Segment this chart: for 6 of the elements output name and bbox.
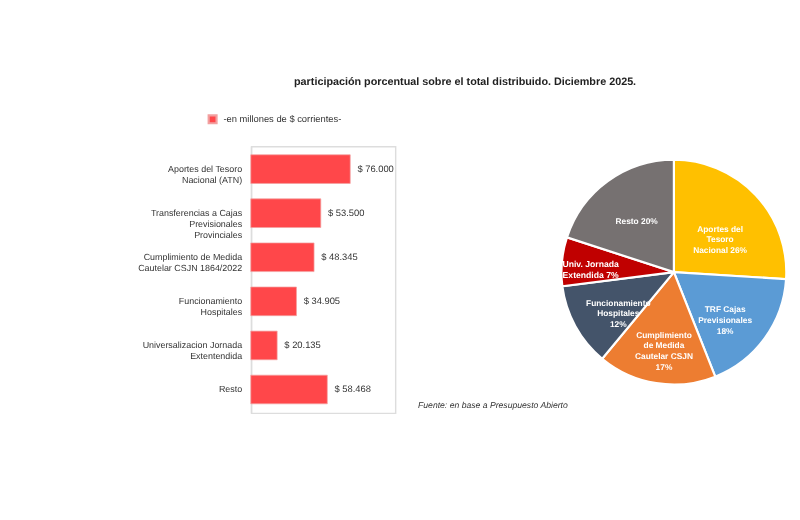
bar: [250, 242, 315, 272]
bar: [250, 198, 322, 228]
bar: [250, 330, 278, 361]
bar: [250, 286, 297, 317]
bar: [250, 374, 328, 405]
bar: [250, 154, 351, 184]
